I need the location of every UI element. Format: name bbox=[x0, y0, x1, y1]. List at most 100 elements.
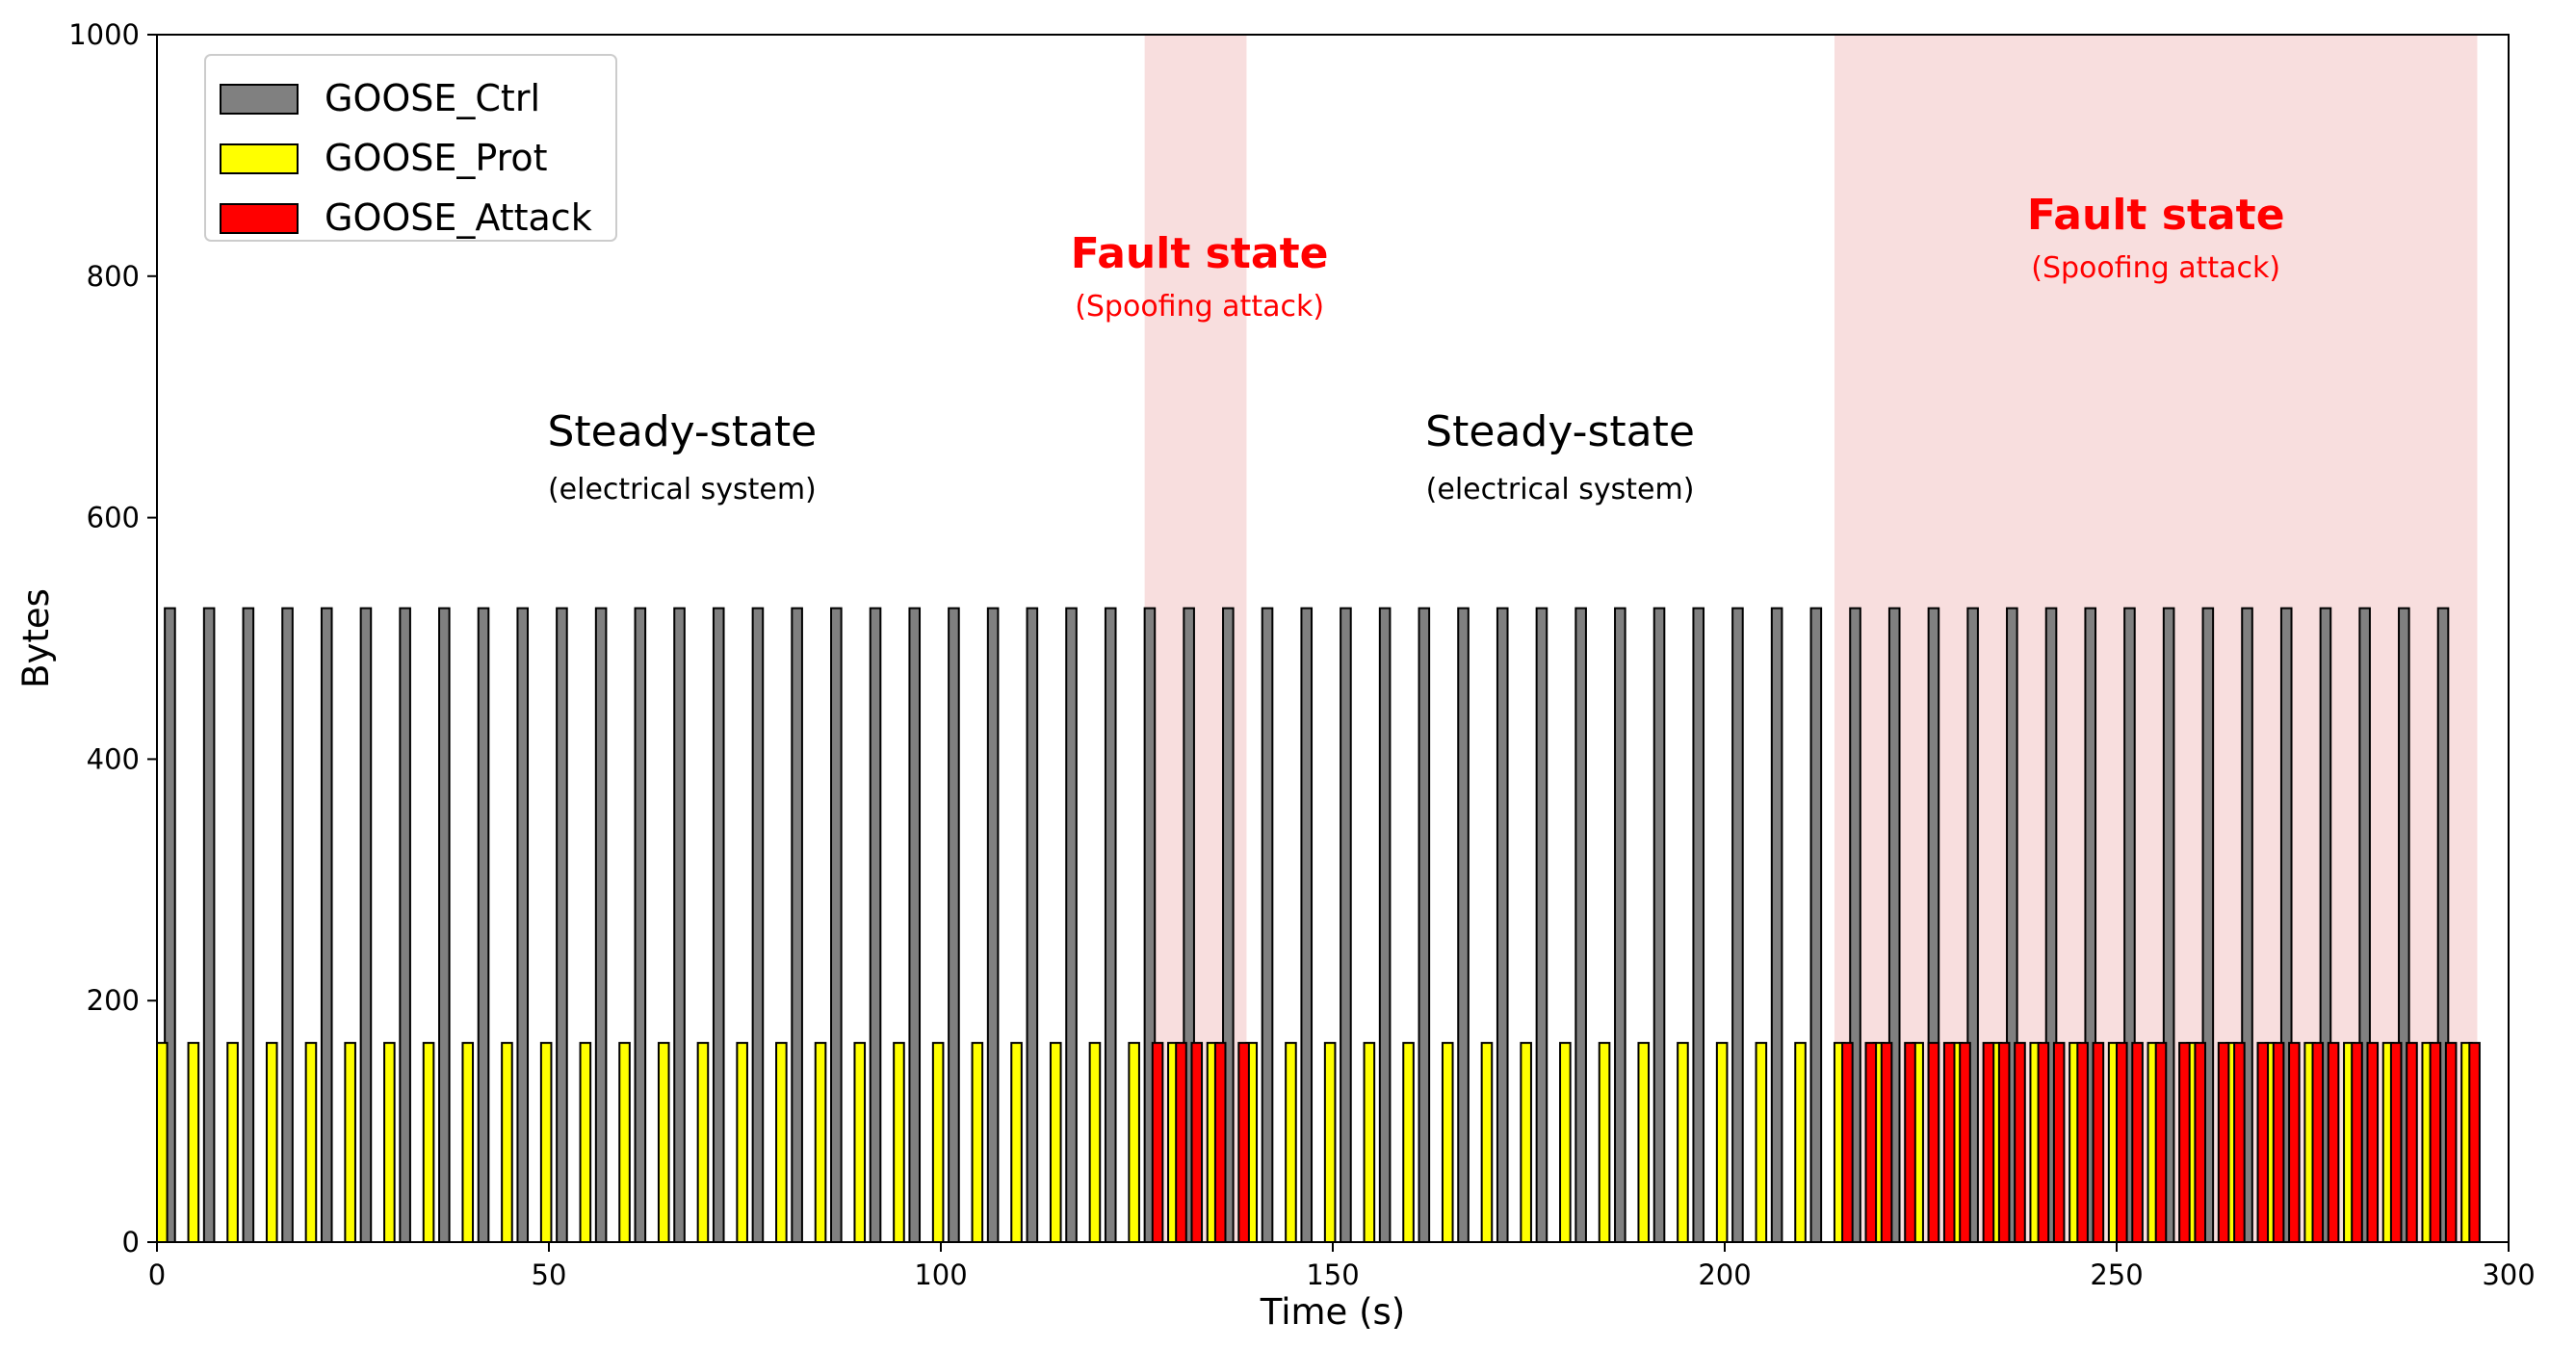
annotation-title-1: Steady-state bbox=[548, 407, 818, 456]
x-tick-label-5: 200 bbox=[1698, 1258, 1751, 1291]
annotation-subtitle-4: (Spoofing attack) bbox=[2031, 251, 2280, 285]
goose-ctrl-bar-30 bbox=[1300, 607, 1314, 1243]
y-tick-label-5: 800 bbox=[87, 260, 140, 293]
goose-prot-bar-34 bbox=[1441, 1042, 1454, 1243]
annotation-title-3: Fault state bbox=[1071, 229, 1329, 278]
legend-swatch-goose-ctrl bbox=[220, 84, 299, 115]
goose-prot-bar-6 bbox=[344, 1042, 356, 1243]
goose-ctrl-bar-33 bbox=[1418, 607, 1431, 1243]
goose-prot-bar-31 bbox=[1323, 1042, 1337, 1243]
goose-attack-bar-32 bbox=[2351, 1042, 2363, 1243]
goose-ctrl-bar-35 bbox=[1496, 607, 1509, 1243]
goose-prot-bar-32 bbox=[1363, 1042, 1376, 1243]
goose-prot-bar-12 bbox=[579, 1042, 592, 1243]
goose-ctrl-bar-42 bbox=[1770, 607, 1783, 1243]
goose-attack-bar-14 bbox=[1997, 1042, 2011, 1243]
goose-attack-bar-16 bbox=[2037, 1042, 2050, 1243]
goose-prot-bar-20 bbox=[893, 1042, 905, 1243]
goose-ctrl-bar-41 bbox=[1731, 607, 1744, 1243]
goose-attack-bar-4 bbox=[1213, 1042, 1227, 1243]
goose-ctrl-bar-32 bbox=[1378, 607, 1392, 1243]
bars bbox=[156, 607, 2481, 1243]
goose-attack-bar-6 bbox=[1841, 1042, 1854, 1243]
goose-ctrl-bar-22 bbox=[986, 607, 1000, 1243]
goose-prot-bar-21 bbox=[931, 1042, 945, 1243]
goose-attack-bar-31 bbox=[2327, 1042, 2340, 1243]
goose-attack-bar-18 bbox=[2076, 1042, 2089, 1243]
goose-prot-bar-39 bbox=[1637, 1042, 1651, 1243]
goose-ctrl-bar-39 bbox=[1652, 607, 1666, 1243]
goose-ctrl-bar-40 bbox=[1692, 607, 1705, 1243]
goose-attack-bar-25 bbox=[2217, 1042, 2230, 1243]
goose-attack-bar-13 bbox=[1982, 1042, 1995, 1243]
legend-swatch-goose-attack bbox=[220, 203, 299, 234]
goose-ctrl-bar-8 bbox=[438, 607, 451, 1243]
y-axis-title: Bytes bbox=[15, 588, 57, 688]
goose-attack-bar-24 bbox=[2194, 1042, 2206, 1243]
x-tick-label-2: 50 bbox=[532, 1258, 567, 1291]
goose-ctrl-bar-17 bbox=[791, 607, 803, 1243]
goose-attack-bar-33 bbox=[2366, 1042, 2380, 1243]
goose-prot-bar-40 bbox=[1677, 1042, 1689, 1243]
goose-ctrl-bar-12 bbox=[594, 607, 608, 1243]
goose-prot-bar-41 bbox=[1715, 1042, 1729, 1243]
goose-attack-bar-10 bbox=[1927, 1042, 1940, 1243]
goose-attack-bar-37 bbox=[2444, 1042, 2458, 1243]
x-tick-label-3: 100 bbox=[914, 1258, 967, 1291]
annotation-subtitle-2: (electrical system) bbox=[1426, 473, 1695, 506]
goose-attack-bar-19 bbox=[2092, 1042, 2105, 1243]
goose-attack-bar-35 bbox=[2406, 1042, 2418, 1243]
y-tick-label-6: 1000 bbox=[68, 18, 140, 51]
goose-prot-bar-33 bbox=[1402, 1042, 1415, 1243]
goose-attack-bar-29 bbox=[2288, 1042, 2301, 1243]
goose-ctrl-bar-29 bbox=[1261, 607, 1274, 1243]
legend-label-goose-attack: GOOSE_Attack bbox=[325, 196, 592, 239]
goose-prot-bar-23 bbox=[1010, 1042, 1023, 1243]
goose-ctrl-bar-37 bbox=[1574, 607, 1587, 1243]
goose-attack-bar-27 bbox=[2256, 1042, 2270, 1243]
annotations: Steady-state (electrical system) Steady-st… bbox=[548, 191, 2285, 506]
y-tick-label-4: 600 bbox=[87, 502, 140, 534]
goose-ctrl-bar-34 bbox=[1457, 607, 1470, 1243]
goose-ctrl-bar-5 bbox=[320, 607, 333, 1243]
goose-prot-bar-38 bbox=[1598, 1042, 1611, 1243]
goose-attack-bar-38 bbox=[2468, 1042, 2481, 1243]
goose-prot-bar-37 bbox=[1559, 1042, 1572, 1243]
goose-prot-bar-11 bbox=[539, 1042, 553, 1243]
goose-attack-bar-12 bbox=[1959, 1042, 1971, 1243]
goose-prot-bar-8 bbox=[422, 1042, 435, 1243]
goose-attack-bar-1 bbox=[1151, 1042, 1164, 1243]
goose-attack-bar-8 bbox=[1880, 1042, 1893, 1243]
goose-ctrl-bar-3 bbox=[242, 607, 255, 1243]
goose-prot-bar-5 bbox=[304, 1042, 318, 1243]
annotation-subtitle-1: (electrical system) bbox=[548, 473, 817, 506]
goose-prot-bar-2 bbox=[187, 1042, 200, 1243]
goose-ctrl-bar-16 bbox=[751, 607, 765, 1243]
y-tick-label-1: 0 bbox=[122, 1226, 140, 1258]
goose-prot-bar-15 bbox=[696, 1042, 710, 1243]
x-axis-title: Time (s) bbox=[1260, 1291, 1405, 1333]
goose-ctrl-bar-19 bbox=[869, 607, 882, 1243]
goose-attack-bar-22 bbox=[2154, 1042, 2168, 1243]
annotation-title-4: Fault state bbox=[2027, 191, 2285, 240]
goose-prot-bar-35 bbox=[1480, 1042, 1494, 1243]
goose-ctrl-bar-21 bbox=[948, 607, 960, 1243]
goose-prot-bar-24 bbox=[1049, 1042, 1062, 1243]
legend-label-goose-prot: GOOSE_Prot bbox=[325, 137, 548, 179]
x-tick-label-1: 0 bbox=[148, 1258, 166, 1291]
goose-prot-bar-10 bbox=[501, 1042, 513, 1243]
goose-ctrl-bar-24 bbox=[1065, 607, 1078, 1243]
goose-attack-bar-15 bbox=[2014, 1042, 2026, 1243]
legend-swatch-goose-prot bbox=[220, 143, 299, 174]
goose-ctrl-bar-14 bbox=[673, 607, 686, 1243]
goose-attack-bar-3 bbox=[1190, 1042, 1204, 1243]
goose-prot-bar-17 bbox=[775, 1042, 788, 1243]
goose-attack-bar-20 bbox=[2116, 1042, 2128, 1243]
goose-ctrl-bar-2 bbox=[202, 607, 216, 1243]
goose-prot-bar-19 bbox=[853, 1042, 867, 1243]
goose-attack-bar-26 bbox=[2233, 1042, 2246, 1243]
goose-attack-bar-9 bbox=[1904, 1042, 1916, 1243]
goose-ctrl-bar-23 bbox=[1026, 607, 1039, 1243]
